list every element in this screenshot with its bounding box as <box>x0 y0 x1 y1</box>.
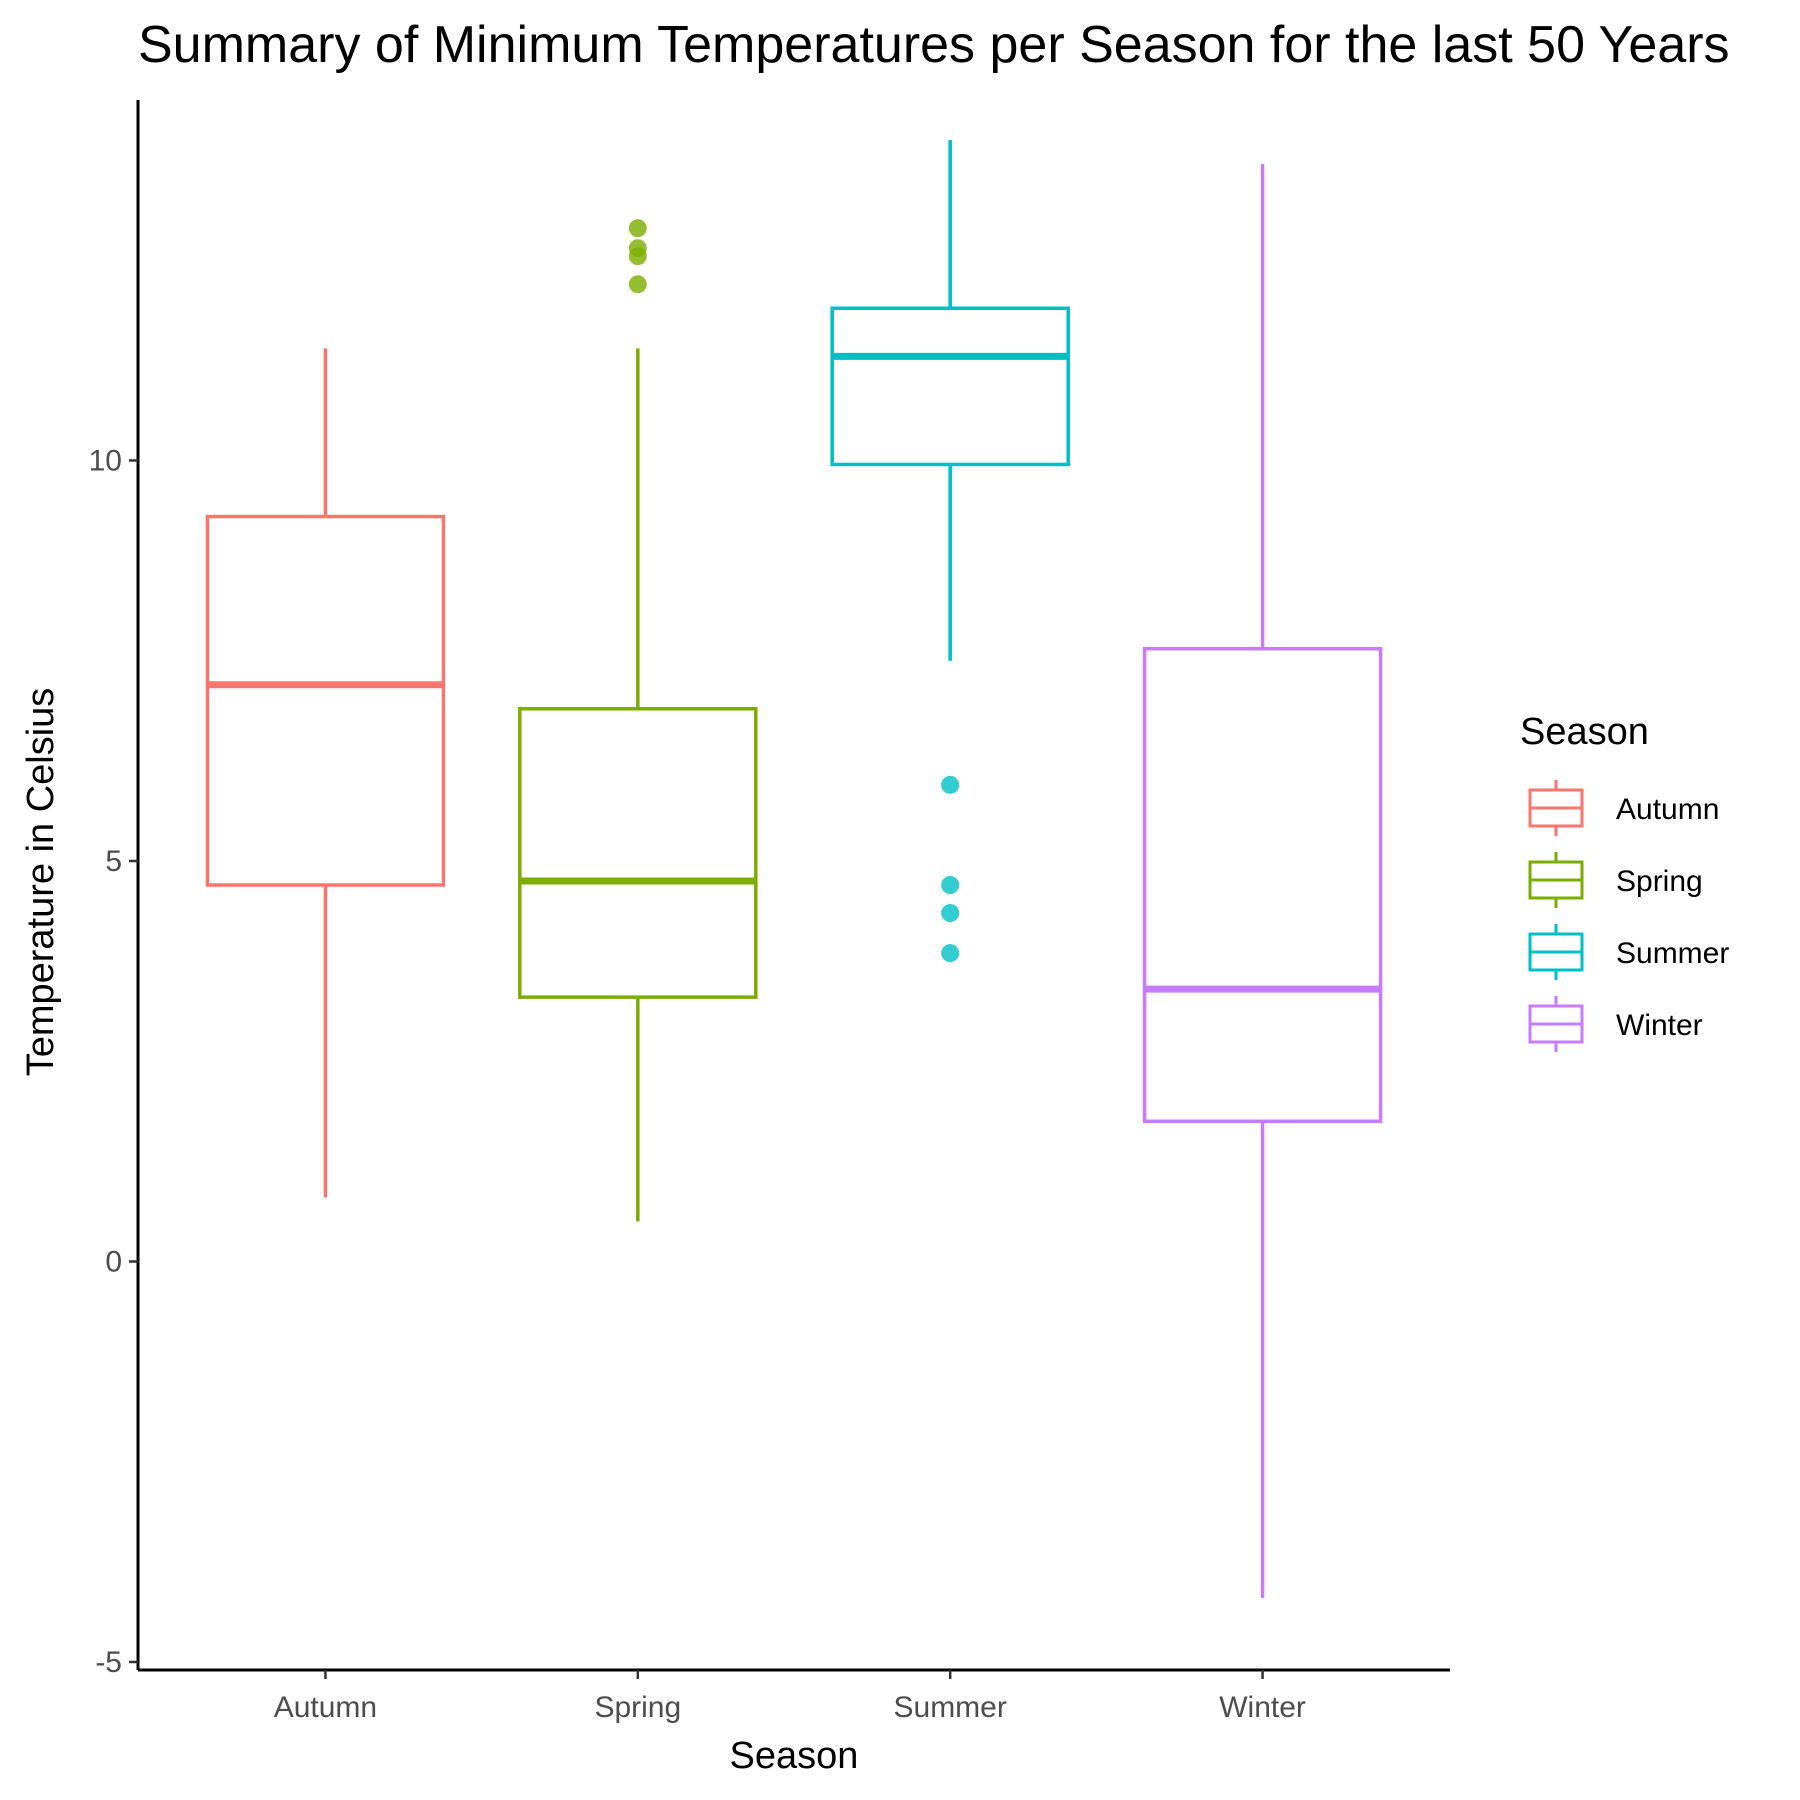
outlier-point <box>628 247 647 266</box>
legend-title: Season <box>1520 711 1649 753</box>
box-winter <box>1142 164 1383 1598</box>
box-iqr <box>205 514 446 887</box>
outlier-point <box>628 219 647 238</box>
legend-item-spring: Spring <box>1528 852 1703 908</box>
legend-label: Autumn <box>1616 793 1719 826</box>
y-axis: -5 0 5 10 <box>89 100 140 1679</box>
x-tick-label: Autumn <box>274 1691 377 1724</box>
outlier-point <box>941 775 960 794</box>
y-tick-label: 5 <box>105 845 122 878</box>
legend: Season Autumn Spring Summer Winter <box>1520 711 1729 1052</box>
chart-title: Summary of Minimum Temperatures per Seas… <box>138 16 1730 74</box>
y-tick-label: -5 <box>95 1646 122 1679</box>
box-iqr <box>518 707 758 999</box>
outlier-point <box>941 904 960 923</box>
legend-label: Spring <box>1616 865 1703 898</box>
outlier-point <box>628 275 647 294</box>
legend-item-winter: Winter <box>1528 996 1703 1052</box>
x-axis: Autumn Spring Summer Winter <box>138 1668 1450 1724</box>
legend-items: Autumn Spring Summer Winter <box>1528 780 1729 1052</box>
legend-label: Winter <box>1616 1009 1703 1042</box>
x-axis-title: Season <box>730 1735 859 1777</box>
legend-item-summer: Summer <box>1528 924 1729 980</box>
plot-area <box>205 140 1383 1598</box>
box-spring <box>518 219 758 1222</box>
outlier-point <box>941 944 960 963</box>
box-iqr <box>830 306 1070 467</box>
y-tick-label: 0 <box>105 1245 122 1278</box>
box-iqr <box>1142 646 1383 1124</box>
x-tick-label: Spring <box>594 1691 681 1724</box>
box-summer <box>830 140 1070 963</box>
y-axis-title: Temperature in Celsius <box>20 688 62 1077</box>
outlier-point <box>941 876 960 894</box>
x-tick-label: Summer <box>894 1691 1007 1724</box>
legend-item-autumn: Autumn <box>1528 780 1719 836</box>
legend-label: Summer <box>1616 937 1729 970</box>
y-tick-label: 10 <box>89 444 122 477</box>
box-autumn <box>205 348 446 1198</box>
x-tick-label: Winter <box>1219 1691 1306 1724</box>
